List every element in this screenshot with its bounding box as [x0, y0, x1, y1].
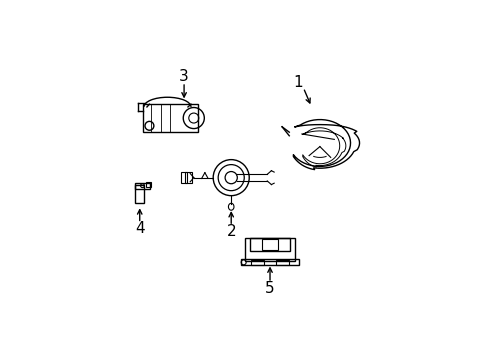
Bar	[251, 260, 263, 265]
Bar	[145, 182, 151, 187]
Bar	[142, 104, 198, 132]
Text: 1: 1	[292, 75, 302, 90]
Bar	[135, 185, 143, 203]
Text: 4: 4	[135, 221, 144, 237]
Text: 5: 5	[264, 281, 274, 296]
Text: 2: 2	[226, 224, 236, 239]
Bar	[244, 238, 294, 261]
Bar	[249, 238, 290, 251]
Text: 3: 3	[179, 69, 188, 84]
Bar	[185, 172, 191, 183]
Bar	[241, 259, 299, 265]
Bar	[262, 239, 277, 250]
Bar	[135, 183, 150, 189]
Bar	[276, 260, 288, 265]
Bar	[181, 172, 187, 183]
